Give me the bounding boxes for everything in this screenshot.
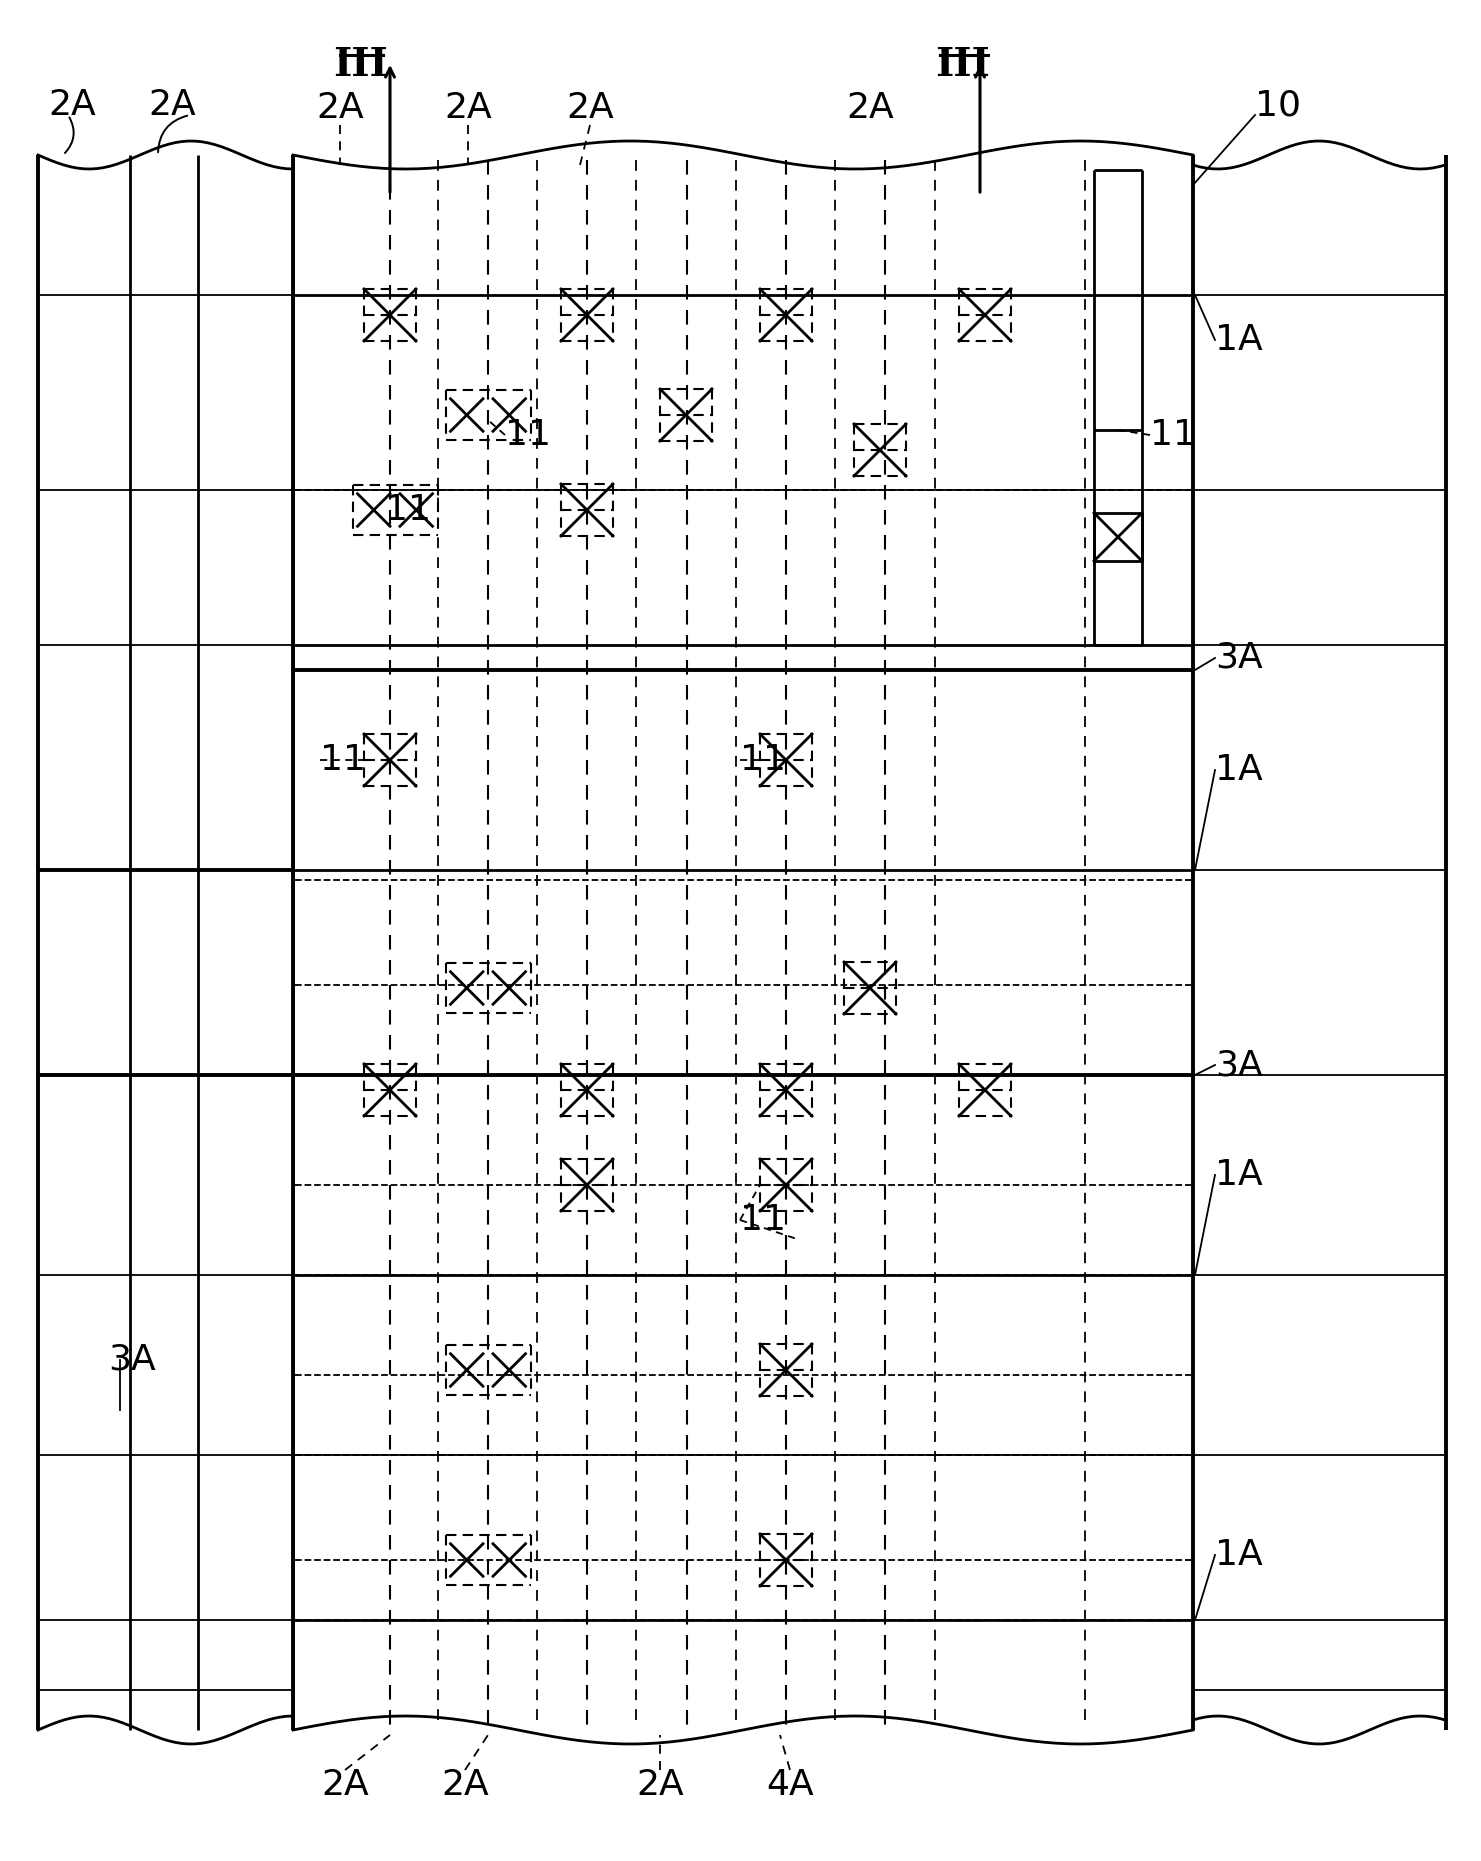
Text: 11: 11 <box>385 493 431 527</box>
Text: 11: 11 <box>740 1202 786 1238</box>
Text: 1A: 1A <box>1214 1537 1263 1573</box>
Text: 3A: 3A <box>1214 1048 1263 1081</box>
Text: 4A: 4A <box>766 1768 815 1801</box>
Text: 2A: 2A <box>566 91 615 125</box>
Text: 3A: 3A <box>1214 640 1263 676</box>
Text: III: III <box>333 47 388 84</box>
Text: 2A: 2A <box>846 91 895 125</box>
Text: 2A: 2A <box>47 87 96 123</box>
Text: 11: 11 <box>320 743 366 778</box>
Text: 2A: 2A <box>441 1768 489 1801</box>
Text: 3A: 3A <box>108 1344 156 1377</box>
Text: 1A: 1A <box>1214 754 1263 787</box>
Text: 2A: 2A <box>637 1768 684 1801</box>
Text: 1A: 1A <box>1214 1158 1263 1193</box>
Text: 2A: 2A <box>321 1768 369 1801</box>
Text: 10: 10 <box>1254 87 1300 123</box>
Text: 2A: 2A <box>148 87 195 123</box>
Text: 11: 11 <box>505 419 551 452</box>
Bar <box>1094 514 1142 560</box>
Text: 11: 11 <box>1151 419 1197 452</box>
Text: 2A: 2A <box>315 91 364 125</box>
Text: 11: 11 <box>740 743 786 778</box>
Text: 2A: 2A <box>444 91 492 125</box>
Text: III: III <box>936 47 991 84</box>
Text: 1A: 1A <box>1214 324 1263 357</box>
